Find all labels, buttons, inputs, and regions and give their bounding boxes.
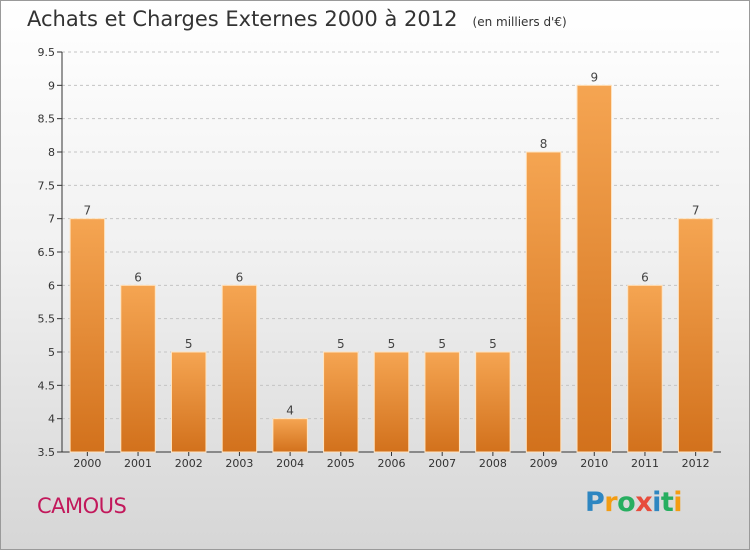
logo-letter: x bbox=[635, 487, 653, 518]
chart-title: Achats et Charges Externes 2000 à 2012 bbox=[27, 7, 458, 31]
y-tick-label: 3.5 bbox=[38, 446, 56, 459]
bar bbox=[221, 284, 258, 453]
commune-name: CAMOUS bbox=[37, 494, 127, 518]
bar bbox=[120, 284, 156, 453]
bar-value-label: 5 bbox=[388, 337, 396, 351]
bar-value-label: 6 bbox=[134, 270, 142, 284]
logo-letter: o bbox=[617, 487, 636, 518]
x-tick-label: 2002 bbox=[175, 457, 203, 470]
x-tick-label: 2011 bbox=[631, 457, 659, 470]
bar bbox=[475, 351, 511, 453]
proxiti-logo[interactable]: Proxiti bbox=[585, 487, 683, 518]
bar-value-label: 8 bbox=[540, 137, 548, 151]
x-tick-label: 2007 bbox=[428, 457, 456, 470]
y-tick-label: 8 bbox=[48, 146, 55, 159]
y-tick-label: 5 bbox=[48, 346, 55, 359]
x-tick-label: 2004 bbox=[276, 457, 304, 470]
y-tick-label: 6.5 bbox=[38, 246, 56, 259]
bar bbox=[373, 351, 410, 453]
bar bbox=[525, 151, 562, 453]
bar bbox=[323, 351, 359, 453]
logo-letter: P bbox=[585, 487, 605, 518]
chart-subtitle: (en milliers d'€) bbox=[472, 15, 567, 29]
title-row: Achats et Charges Externes 2000 à 2012 (… bbox=[27, 7, 567, 31]
x-tick-label: 2012 bbox=[682, 457, 710, 470]
bar bbox=[627, 284, 663, 453]
bar-value-label: 7 bbox=[84, 204, 92, 218]
bar-value-label: 6 bbox=[641, 270, 649, 284]
y-tick-label: 4 bbox=[48, 413, 55, 426]
bar-value-label: 4 bbox=[286, 404, 294, 418]
x-tick-label: 2001 bbox=[124, 457, 152, 470]
logo-letter: i bbox=[673, 487, 683, 518]
y-tick-label: 5.5 bbox=[38, 313, 56, 326]
bar-value-label: 5 bbox=[337, 337, 345, 351]
logo-letter: r bbox=[604, 487, 618, 518]
bar bbox=[677, 218, 714, 453]
logo-letter: i bbox=[652, 487, 661, 518]
bar-value-label: 7 bbox=[692, 204, 700, 218]
y-tick-label: 6 bbox=[48, 279, 55, 292]
bar-value-label: 6 bbox=[236, 270, 244, 284]
bar bbox=[69, 218, 106, 453]
x-tick-label: 2000 bbox=[73, 457, 101, 470]
bar bbox=[170, 351, 207, 453]
bar-value-label: 5 bbox=[185, 337, 193, 351]
x-tick-label: 2008 bbox=[479, 457, 507, 470]
bar-value-label: 9 bbox=[590, 70, 598, 84]
y-tick-label: 7.5 bbox=[38, 179, 56, 192]
bar-value-label: 5 bbox=[489, 337, 497, 351]
y-tick-label: 7 bbox=[48, 213, 55, 226]
y-tick-label: 9 bbox=[48, 79, 55, 92]
y-tick-label: 4.5 bbox=[38, 379, 56, 392]
x-tick-label: 2006 bbox=[378, 457, 406, 470]
x-tick-label: 2010 bbox=[580, 457, 608, 470]
bar bbox=[424, 351, 460, 453]
logo-letter: t bbox=[660, 487, 674, 518]
bar bbox=[272, 418, 308, 453]
y-tick-label: 8.5 bbox=[38, 113, 56, 126]
bar bbox=[576, 84, 613, 453]
x-tick-label: 2003 bbox=[225, 457, 253, 470]
x-tick-label: 2005 bbox=[327, 457, 355, 470]
y-tick-label: 9.5 bbox=[38, 46, 56, 59]
x-tick-label: 2009 bbox=[530, 457, 558, 470]
bar-value-label: 5 bbox=[438, 337, 446, 351]
